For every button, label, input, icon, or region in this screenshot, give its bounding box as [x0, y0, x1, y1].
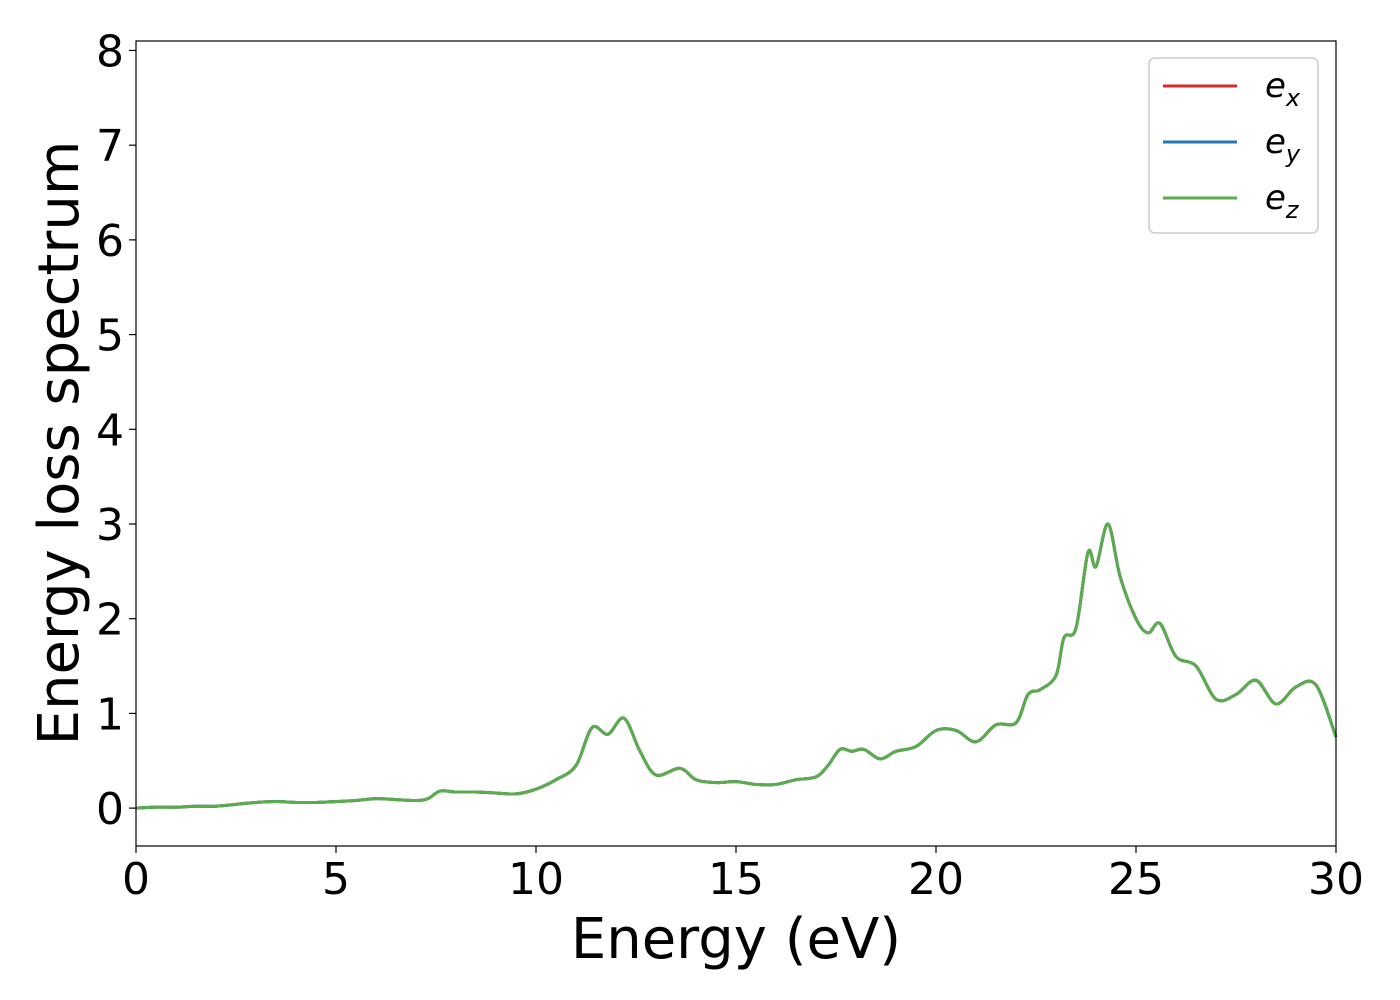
- x-tick-label: 10: [508, 854, 564, 905]
- legend-label-ez: ez: [1265, 178, 1300, 224]
- x-tick-label: 20: [908, 854, 964, 905]
- x-tick-label: 5: [322, 854, 350, 905]
- x-axis: 0 5 10 15 20 25 30: [122, 846, 1364, 905]
- legend-label-base: e: [1265, 122, 1286, 162]
- y-tick-label: 2: [96, 595, 124, 646]
- legend-label-base: e: [1265, 66, 1286, 106]
- y-axis: 0 1 2 3 4 5 6 7 8: [96, 26, 136, 835]
- y-tick-label: 1: [96, 689, 124, 740]
- legend-box: [1148, 57, 1319, 234]
- x-tick-label: 0: [122, 854, 150, 905]
- legend-label-subscript: x: [1285, 84, 1301, 112]
- y-axis-title: Energy loss spectrum: [27, 141, 92, 746]
- x-tick-label: 15: [708, 854, 764, 905]
- y-tick-label: 0: [96, 784, 124, 835]
- y-tick-label: 3: [96, 500, 124, 551]
- y-tick-label: 5: [96, 311, 124, 362]
- legend-label-subscript: y: [1285, 140, 1301, 168]
- x-tick-label: 25: [1108, 854, 1164, 905]
- y-tick-label: 6: [96, 216, 124, 267]
- y-tick-label: 4: [96, 405, 124, 456]
- legend-label-ey: ey: [1265, 122, 1301, 168]
- x-tick-label: 30: [1308, 854, 1364, 905]
- y-tick-label: 7: [96, 121, 124, 172]
- x-axis-title: Energy (eV): [571, 907, 901, 972]
- plot-area: [136, 41, 1336, 846]
- series-line-ez: [135, 522, 1338, 810]
- legend-label-base: e: [1265, 178, 1286, 218]
- y-tick-label: 8: [96, 26, 124, 77]
- legend-label-subscript: z: [1285, 196, 1300, 224]
- legend-label-ex: ex: [1265, 66, 1301, 112]
- series-layer: [135, 522, 1338, 810]
